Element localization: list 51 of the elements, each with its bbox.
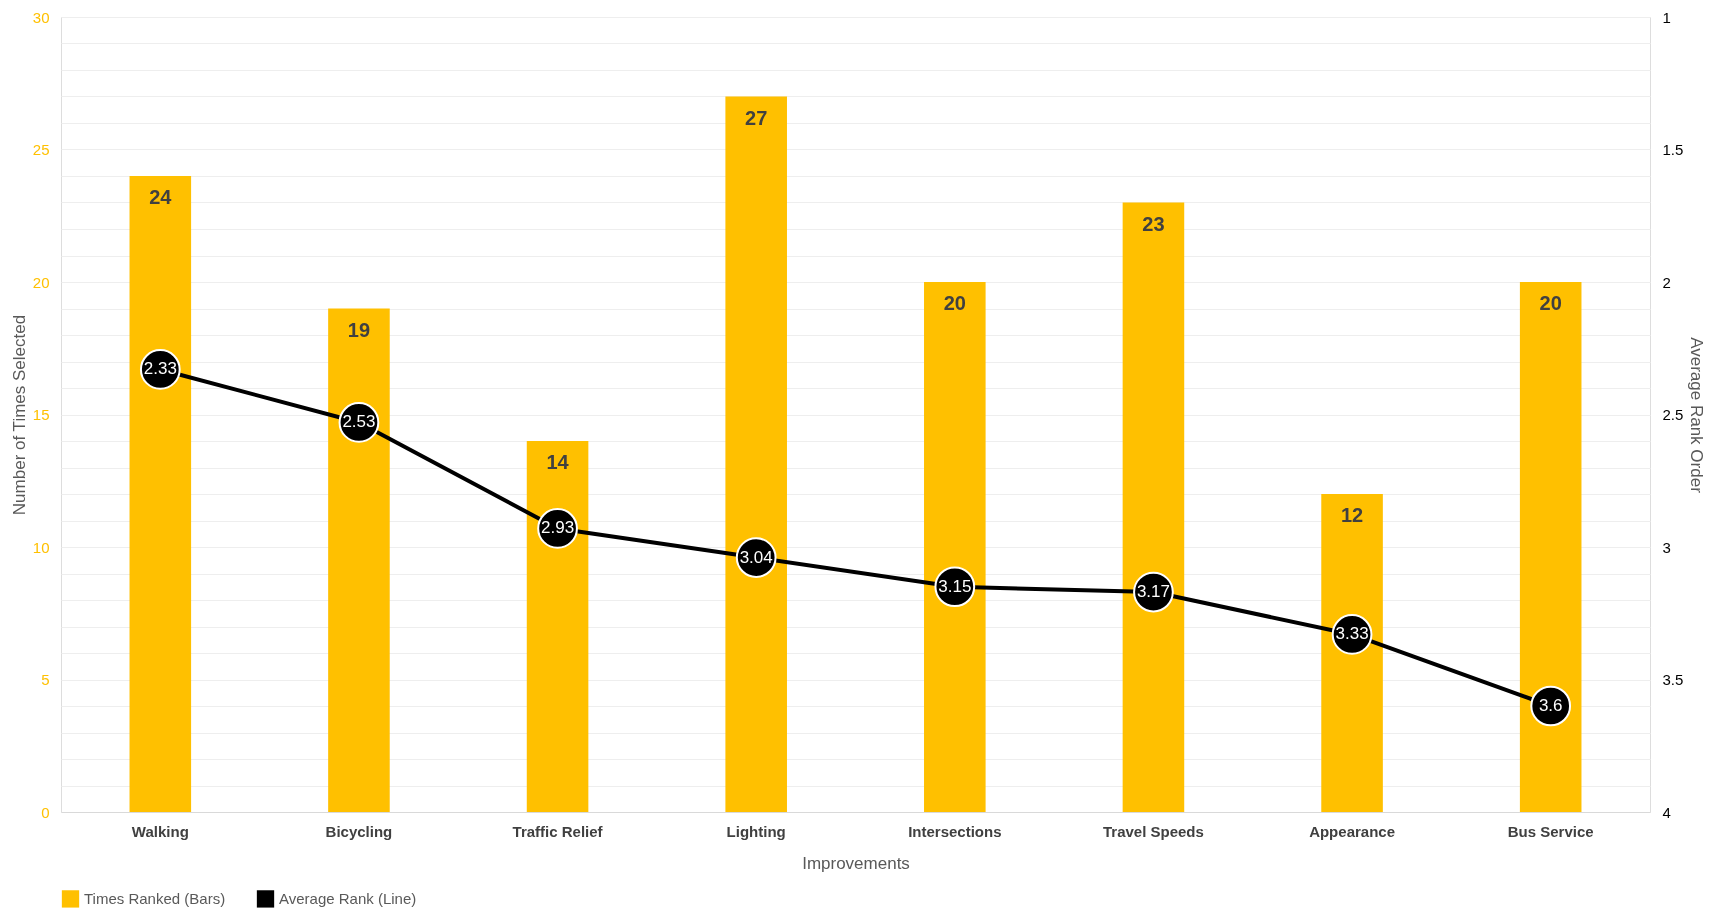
bar [129,176,192,812]
bar [1519,282,1582,812]
data-label: 2.93 [541,518,575,538]
y2-tick-label: 4 [1662,803,1671,821]
y2-tick-label: 2 [1662,273,1671,291]
x-tick-label: Traffic Relief [512,822,604,840]
y-axis-title: Number of Times Selected [9,314,29,516]
data-label: 20 [943,292,966,314]
legend-label: Times Ranked (Bars) [84,889,226,907]
x-tick-label: Bicycling [325,822,393,840]
data-label: 27 [745,106,768,129]
y-tick-label: 0 [41,803,50,821]
y-tick-label: 10 [32,538,50,556]
x-axis-title: Improvements [802,853,910,873]
bar [1321,494,1383,812]
data-label: 3.15 [938,576,972,596]
x-tick-label: Intersections [908,822,1002,840]
data-label: 24 [149,186,173,208]
data-label: 3.33 [1335,624,1369,644]
bar [725,96,787,812]
x-tick-label: Travel Speeds [1102,822,1204,840]
data-label: 14 [546,451,570,473]
data-label: 23 [1142,212,1165,235]
data-label: 12 [1340,504,1364,526]
bar [924,282,986,812]
bar [328,308,390,812]
y2-tick-label: 3 [1662,538,1671,556]
y-tick-label: 15 [32,406,50,423]
legend-label: Average Rank (Line) [279,889,417,907]
data-label: 3.17 [1136,582,1170,602]
data-label: 3.04 [739,547,773,567]
y-tick-label: 20 [32,273,50,291]
y2-tick-label: 1.5 [1662,141,1684,158]
x-tick-label: Appearance [1309,822,1395,840]
x-tick-label: Lighting [726,822,786,840]
x-tick-label: Bus Service [1507,822,1594,840]
data-label: 20 [1539,292,1562,314]
y-tick-label: 25 [32,141,50,158]
y2-tick-label: 1 [1662,8,1671,26]
y-tick-label: 30 [32,8,50,26]
data-label: 2.33 [143,359,177,379]
data-label: 19 [347,318,371,341]
data-label: 2.53 [342,412,376,432]
y2-tick-label: 3.5 [1662,671,1684,688]
bar [1122,202,1185,812]
data-label: 3.6 [1538,696,1563,715]
x-tick-label: Walking [131,822,189,840]
y2-tick-label: 2.5 [1662,406,1684,423]
y-tick-label: 5 [41,671,50,688]
bar [526,441,589,812]
y2-axis-title: Average Rank Order [1687,337,1707,494]
